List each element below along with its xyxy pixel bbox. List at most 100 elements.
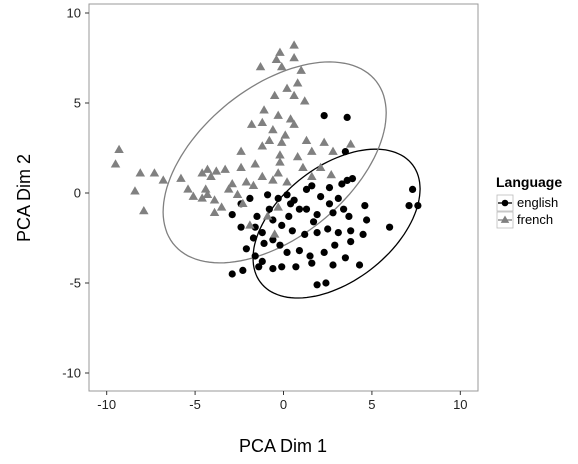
point-french — [289, 90, 299, 100]
point-french — [114, 144, 124, 154]
point-french — [289, 119, 299, 128]
point-french — [257, 141, 268, 150]
point-english — [228, 211, 236, 219]
point-french — [276, 62, 287, 71]
point-english — [302, 185, 311, 193]
point-english — [274, 194, 282, 202]
point-french — [236, 162, 246, 172]
point-english — [341, 148, 349, 156]
point-french — [307, 171, 317, 181]
point-english — [295, 247, 304, 255]
point-french — [268, 125, 278, 134]
point-english — [343, 176, 351, 184]
point-french — [282, 83, 292, 92]
point-french — [200, 184, 211, 193]
point-french — [345, 139, 356, 148]
point-english — [329, 261, 337, 269]
point-english — [414, 202, 422, 210]
point-english — [249, 234, 258, 242]
point-french — [211, 166, 222, 175]
point-french — [289, 53, 299, 62]
point-english — [301, 230, 309, 238]
point-english — [340, 205, 348, 213]
point-french — [183, 184, 193, 193]
legend-title: Language — [496, 174, 562, 190]
point-french — [236, 146, 246, 155]
point-english — [269, 265, 277, 273]
x-axis: -10 -5 0 5 10 — [97, 391, 468, 412]
point-french — [232, 189, 243, 199]
point-french — [250, 159, 260, 168]
x-tick-label: 10 — [453, 397, 467, 412]
point-french — [110, 159, 121, 168]
point-french — [246, 119, 257, 128]
point-french — [216, 202, 227, 211]
point-english — [306, 252, 314, 260]
point-english — [242, 245, 250, 253]
y-tick-label: 10 — [67, 6, 81, 21]
point-english — [313, 211, 321, 219]
point-french — [257, 117, 268, 127]
point-english — [255, 263, 263, 271]
point-english — [269, 236, 277, 244]
point-french — [296, 65, 306, 74]
point-french — [135, 168, 146, 177]
legend-keys — [496, 194, 514, 229]
point-french — [202, 164, 213, 173]
point-english — [253, 212, 261, 220]
point-french — [275, 47, 285, 56]
legend-key-marker-french — [500, 215, 510, 223]
point-english — [331, 241, 339, 249]
point-french — [188, 191, 199, 200]
x-tick-label: 0 — [280, 397, 287, 412]
point-english — [292, 263, 300, 271]
point-english — [320, 112, 328, 120]
point-french — [202, 189, 213, 199]
legend-label-french: french — [517, 212, 553, 227]
point-french — [273, 168, 283, 177]
point-english — [334, 194, 342, 202]
point-english — [347, 227, 355, 235]
y-tick-label: 5 — [74, 96, 81, 111]
point-english — [313, 229, 321, 237]
point-english — [329, 209, 337, 217]
point-english — [363, 216, 371, 224]
point-english — [228, 270, 236, 278]
point-english — [359, 230, 367, 238]
point-french — [319, 137, 329, 146]
point-french — [130, 186, 140, 195]
point-french — [149, 168, 160, 177]
point-english — [286, 200, 295, 208]
point-french — [328, 146, 338, 155]
point-french — [326, 170, 336, 179]
point-english — [295, 205, 304, 213]
point-french — [273, 202, 283, 211]
point-english — [347, 238, 355, 246]
point-french — [220, 164, 230, 173]
point-french — [299, 96, 310, 105]
point-french — [158, 175, 169, 184]
point-english — [343, 113, 351, 121]
x-tick-label: -10 — [97, 397, 116, 412]
point-french — [259, 105, 269, 114]
point-french — [206, 171, 216, 181]
point-english — [325, 200, 334, 208]
point-french — [197, 193, 207, 202]
point-french — [209, 207, 220, 217]
point-french — [245, 220, 255, 229]
y-axis: -10 -5 0 5 10 — [62, 6, 89, 381]
point-french — [275, 157, 285, 166]
point-french — [268, 175, 278, 184]
point-french — [197, 168, 207, 177]
point-english — [334, 229, 342, 237]
point-english — [237, 223, 245, 231]
point-english — [313, 281, 321, 289]
point-english — [322, 279, 330, 287]
point-english — [251, 223, 259, 231]
point-french — [269, 229, 280, 238]
point-french — [264, 135, 275, 145]
point-french — [292, 78, 303, 87]
point-english — [258, 229, 266, 237]
point-french — [271, 54, 282, 64]
point-english — [405, 202, 413, 210]
